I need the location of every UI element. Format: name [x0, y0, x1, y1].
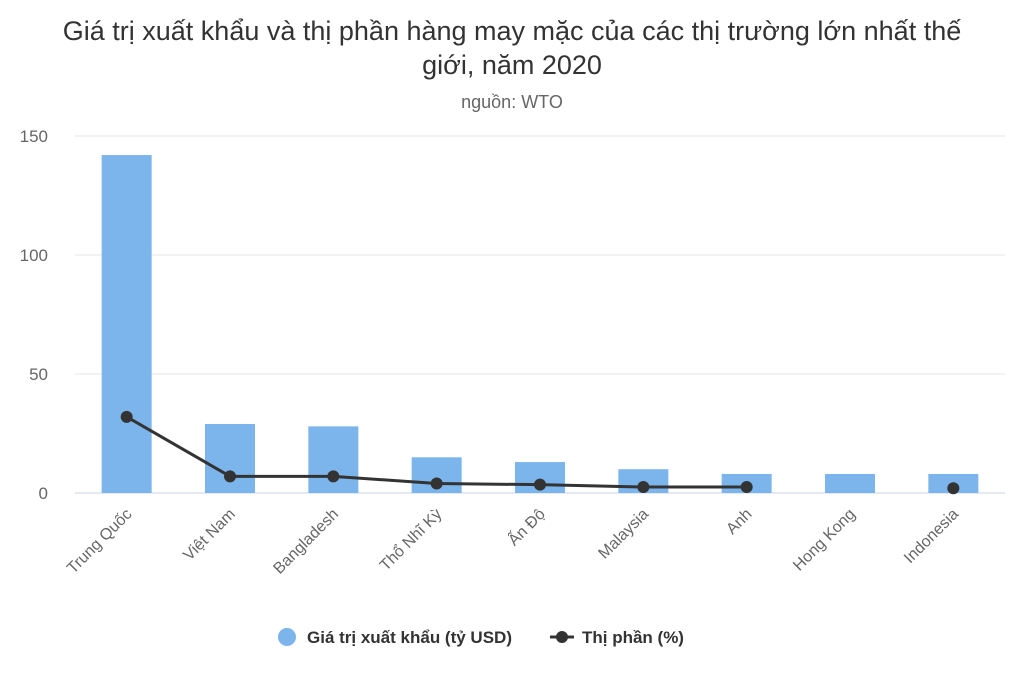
legend-symbol	[278, 628, 296, 646]
x-tick-label: Ấn Độ	[504, 504, 549, 549]
line-point	[327, 470, 340, 483]
y-tick-label: 150	[20, 127, 48, 146]
x-tick-label: Bangladesh	[270, 506, 342, 578]
bar	[205, 423, 255, 493]
bar	[308, 426, 359, 493]
x-tick-label: Việt Nam	[180, 506, 238, 564]
x-tick-label: Hong Kong	[790, 506, 859, 575]
line-point	[637, 481, 650, 494]
chart-subtitle: nguồn: WTO	[461, 92, 563, 112]
x-tick-label: Malaysia	[595, 506, 652, 563]
legend-item[interactable]: Giá trị xuất khẩu (tỷ USD)	[278, 628, 512, 647]
line-point	[430, 477, 443, 490]
legend-item[interactable]: Thị phần (%)	[549, 628, 684, 647]
legend-label: Giá trị xuất khẩu (tỷ USD)	[307, 628, 512, 647]
chart-title: Giá trị xuất khẩu và thị phần hàng may m…	[62, 16, 962, 80]
x-tick-label: Thổ Nhĩ Kỳ	[376, 505, 445, 574]
x-tick-label: Indonesia	[901, 506, 962, 567]
x-tick-label: Trung Quốc	[64, 506, 135, 577]
line-point	[947, 482, 960, 495]
bar	[825, 473, 875, 493]
bar	[101, 155, 152, 494]
legend-label: Thị phần (%)	[582, 628, 684, 647]
legend-symbol	[555, 631, 568, 643]
line-point	[534, 478, 546, 491]
y-tick-label: 50	[29, 365, 48, 384]
y-tick-label: 0	[39, 484, 48, 503]
x-tick-label: Anh	[723, 506, 755, 538]
line-point	[740, 481, 753, 494]
line-point	[224, 470, 236, 483]
line-point	[120, 410, 133, 423]
y-tick-label: 100	[20, 246, 48, 265]
